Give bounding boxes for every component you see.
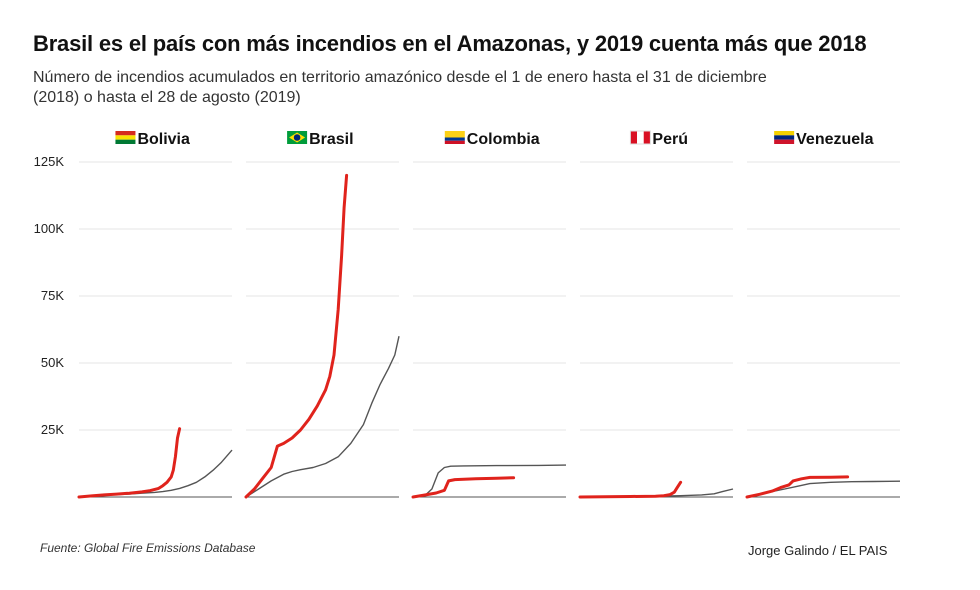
chart-title: Brasil es el país con más incendios en e… — [33, 31, 867, 56]
series-line-2019-brasil — [244, 173, 349, 499]
brasil-flag-icon — [287, 131, 308, 144]
series-line-2018-brasil — [245, 336, 400, 498]
y-tick-label: 25K — [41, 422, 64, 437]
y-tick-label: 50K — [41, 355, 64, 370]
panel-title-3: Perú — [652, 131, 688, 148]
y-tick-label: 125K — [34, 154, 65, 169]
y-tick-label: 75K — [41, 288, 64, 303]
chart-subtitle: Número de incendios acumulados en territ… — [33, 69, 767, 106]
peru-flag-icon — [629, 130, 651, 145]
venezuela-flag-icon — [774, 131, 795, 144]
series-line-2019-peru — [578, 480, 683, 499]
series-line-2019-colombia — [411, 476, 516, 499]
series-line-2018-venezuela — [746, 480, 901, 498]
y-tick-label: 100K — [34, 221, 65, 236]
source-note: Fuente: Global Fire Emissions Database — [40, 541, 256, 555]
colombia-flag-icon — [444, 131, 465, 144]
series-line-2019-bolivia — [77, 427, 182, 499]
panel-title-0: Bolivia — [137, 131, 190, 148]
bolivia-flag-icon — [115, 131, 136, 144]
series-line-2018-colombia — [412, 464, 567, 498]
panel-title-2: Colombia — [467, 131, 540, 148]
series-line-2019-venezuela — [745, 475, 850, 499]
credit-note: Jorge Galindo / EL PAIS — [748, 543, 888, 558]
panel-title-1: Brasil — [309, 131, 353, 148]
panel-title-4: Venezuela — [796, 131, 873, 148]
